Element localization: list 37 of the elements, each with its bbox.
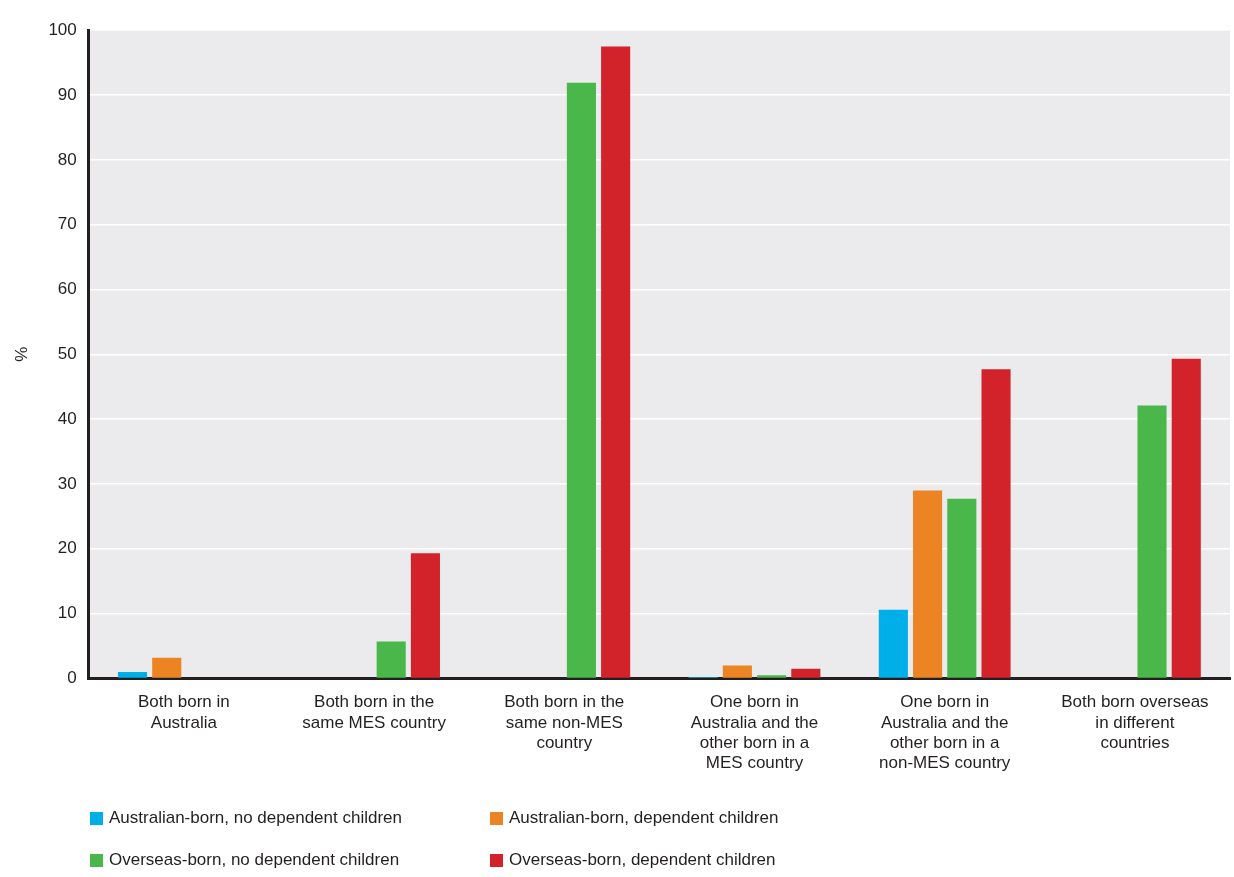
bar [757,675,787,678]
y-tick-label: 50 [57,343,77,363]
bar [152,657,182,678]
legend-label: Overseas-born, no dependent children [109,850,400,870]
x-tick-label: Both born overseas in different countries [1061,692,1209,753]
legend-label: Overseas-born, dependent children [509,850,776,870]
bar [981,369,1011,678]
bar [1137,405,1167,678]
x-tick-label: One born in Australia and the other born in a non-MES country [879,692,1011,773]
legend-label: Australian-born, no dependent children [109,808,402,828]
bar [878,609,908,678]
bar [1171,358,1201,678]
bar [722,665,752,678]
x-tick-label: Both born in the same non-MES country [504,692,625,753]
y-tick-label: 90 [57,84,77,104]
y-tick-label: 60 [57,279,77,299]
x-tick-label: Both born in Australia [138,692,230,732]
bar [376,641,406,678]
bar [601,46,631,678]
bar [947,498,977,678]
bar [566,82,596,678]
y-tick-label: 30 [57,473,77,493]
y-tick-label: 40 [57,408,77,428]
x-tick-label: One born in Australia and the other born in a MES country [690,692,819,773]
legend-label: Australian-born, dependent children [509,808,779,828]
bar [410,553,440,678]
y-tick-label: 20 [57,538,77,558]
bar [913,490,943,678]
y-axis-title: % [11,346,31,362]
y-tick-label: 70 [57,214,77,234]
bar [117,671,148,678]
y-tick-label: 10 [57,603,77,623]
y-tick-label: 80 [57,149,77,169]
bar [791,668,821,678]
x-tick-label: Both born in the same MES country [302,692,447,732]
y-tick-label: 0 [67,668,77,688]
y-tick-label: 100 [48,19,77,39]
